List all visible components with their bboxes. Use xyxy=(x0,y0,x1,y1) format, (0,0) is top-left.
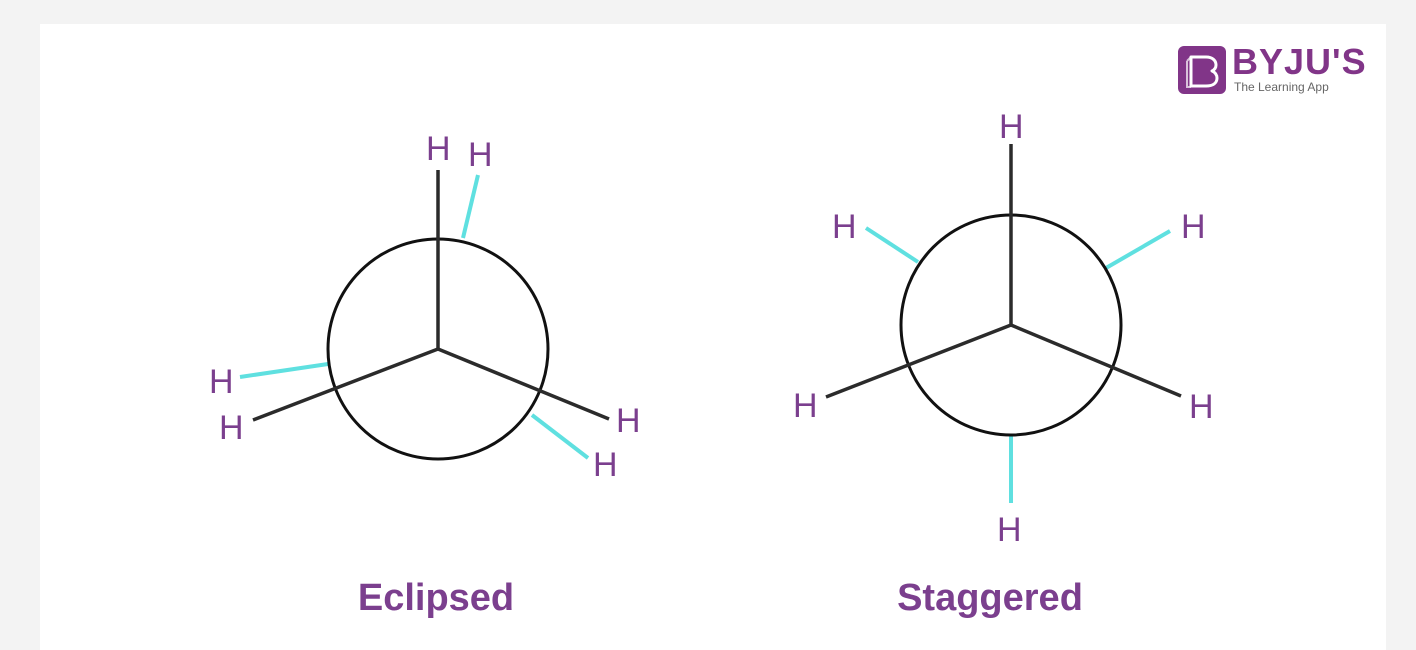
eclipsed-h-back-left: H xyxy=(209,363,234,401)
eclipsed-caption: Eclipsed xyxy=(358,577,514,619)
eclipsed-back-bond-left xyxy=(239,362,329,379)
byjus-logo: BYJU'S The Learning App xyxy=(1178,42,1366,98)
eclipsed-h-front-left: H xyxy=(219,409,244,447)
logo-tagline: The Learning App xyxy=(1234,80,1329,94)
staggered-back-bond-left xyxy=(864,226,920,264)
eclipsed-front-bond-right xyxy=(437,347,610,421)
eclipsed-front-bond-left xyxy=(252,347,439,422)
staggered-h-back-left: H xyxy=(832,208,857,246)
eclipsed-h-front-top: H xyxy=(426,130,451,168)
eclipsed-back-bond-right xyxy=(530,413,590,460)
staggered-front-bond-right xyxy=(1010,323,1182,398)
eclipsed-h-back-top: H xyxy=(468,136,493,174)
staggered-front-bond-left xyxy=(825,323,1012,399)
staggered-h-front-top: H xyxy=(999,108,1024,146)
staggered-h-back-right: H xyxy=(1181,208,1206,246)
staggered-h-front-right: H xyxy=(1189,388,1214,426)
diagram-canvas xyxy=(40,24,1386,650)
byjus-logo-mark-icon xyxy=(1178,46,1226,94)
eclipsed-back-bond-top xyxy=(461,174,480,239)
staggered-projection: H H H H H H Staggered xyxy=(793,108,1214,619)
eclipsed-h-front-right: H xyxy=(616,402,641,440)
staggered-h-front-left: H xyxy=(793,387,818,425)
eclipsed-h-back-right: H xyxy=(593,446,618,484)
staggered-back-bond-right xyxy=(1104,229,1172,270)
staggered-caption: Staggered xyxy=(897,577,1083,619)
logo-brand: BYJU'S xyxy=(1232,41,1367,82)
staggered-h-back-bottom: H xyxy=(997,511,1022,549)
eclipsed-projection: H H H H H H Eclipsed xyxy=(209,130,641,619)
